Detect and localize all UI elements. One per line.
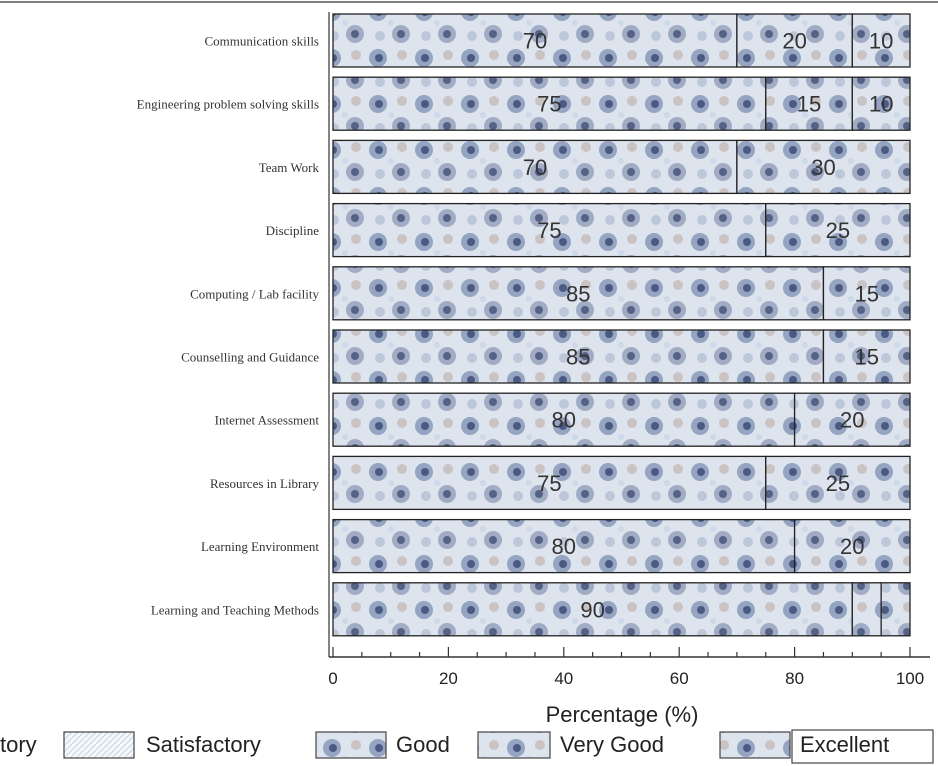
bar-segment-good (793, 392, 911, 447)
category-label: Engineering problem solving skills (137, 97, 319, 112)
bar-value-label: 25 (826, 471, 850, 496)
bar-value-label: 25 (826, 218, 850, 243)
category-label: Team Work (259, 160, 320, 175)
x-tick-label: 100 (896, 669, 924, 688)
bars-layer: 70 20 10 75 15 10 70 30 75 25 85 15 85 15 80 20 75 25 80 20… (332, 13, 911, 637)
bar-segment-very-good (332, 329, 825, 384)
bar-segment-very-good (332, 518, 796, 574)
bar-segment-good (736, 13, 853, 68)
bar-segment-very-good (332, 202, 767, 258)
category-label: Internet Assessment (215, 413, 320, 428)
x-tick-label: 20 (439, 669, 458, 688)
bar-segment-good (822, 329, 911, 384)
bar-value-label: 90 (580, 597, 604, 622)
x-tick-label: 40 (554, 669, 573, 688)
bar-value-label: 85 (566, 345, 590, 370)
x-axis: 0 20 40 60 80 100 (0, 1, 938, 688)
bar-segment-good (793, 518, 911, 574)
category-labels: Communication skills Engineering problem … (137, 34, 320, 618)
bar-value-label: 70 (523, 29, 547, 54)
legend-label: Satisfactory (146, 732, 261, 757)
category-label: Resources in Library (210, 476, 320, 491)
bar-segment-very-good (332, 139, 738, 195)
bar-segment-good (765, 202, 911, 258)
category-label: Discipline (266, 223, 320, 238)
x-tick-label: 60 (670, 669, 689, 688)
bar-value-label: 15 (854, 281, 878, 306)
category-label: Learning and Teaching Methods (151, 602, 319, 617)
legend-swatch (63, 731, 135, 759)
legend-label: Very Good (560, 732, 664, 757)
bar-segment-good (851, 582, 882, 637)
bar-value-label: 10 (869, 29, 893, 54)
bar-segment-good (765, 455, 911, 511)
bar-segment-very-good (332, 455, 767, 511)
bar-value-label: 20 (782, 29, 806, 54)
bar-value-label: 15 (797, 92, 821, 117)
bar-value-label: 20 (840, 408, 864, 433)
bar-value-label: 75 (537, 92, 561, 117)
legend-label: tory (0, 732, 37, 757)
bar-segment-good (736, 139, 911, 195)
bar-segment-satisfactory (851, 13, 911, 68)
bar-segment-satisfactory (880, 582, 911, 637)
bar-value-label: 80 (552, 534, 576, 559)
bar-segment-very-good (332, 76, 767, 131)
legend-label: Good (396, 732, 450, 757)
bar-segment-satisfactory (851, 76, 911, 131)
bar-value-label: 15 (854, 345, 878, 370)
category-label: Learning Environment (201, 539, 319, 554)
category-label: Counselling and Guidance (181, 350, 319, 365)
x-tick-label: 80 (785, 669, 804, 688)
legend-swatch (315, 731, 387, 759)
bar-value-label: 75 (537, 218, 561, 243)
legend-swatch (477, 731, 551, 759)
bar-segment-good (822, 266, 911, 321)
legend-swatch (719, 731, 791, 759)
bar-value-label: 70 (523, 155, 547, 180)
bar-value-label: 20 (840, 534, 864, 559)
bar-segment-good (765, 76, 853, 131)
bar-value-label: 75 (537, 471, 561, 496)
category-label: Computing / Lab facility (190, 286, 319, 301)
legend: tory Satisfactory Good Very Good Excellent (0, 729, 934, 764)
x-axis-title: Percentage (%) (546, 702, 699, 727)
category-label: Communication skills (205, 34, 319, 49)
bar-segment-very-good (332, 582, 853, 637)
bar-value-label: 85 (566, 281, 590, 306)
legend-label: Excellent (800, 732, 889, 757)
bar-value-label: 80 (552, 408, 576, 433)
x-tick-label: 0 (328, 669, 337, 688)
bar-segment-very-good (332, 13, 738, 68)
bar-value-label: 30 (811, 155, 835, 180)
bar-value-label: 10 (869, 92, 893, 117)
legend-box-excellent (791, 729, 934, 764)
